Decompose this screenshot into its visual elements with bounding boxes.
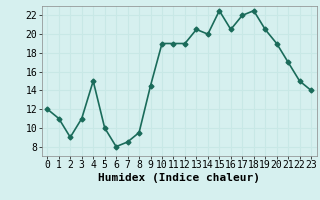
X-axis label: Humidex (Indice chaleur): Humidex (Indice chaleur) [98, 173, 260, 183]
